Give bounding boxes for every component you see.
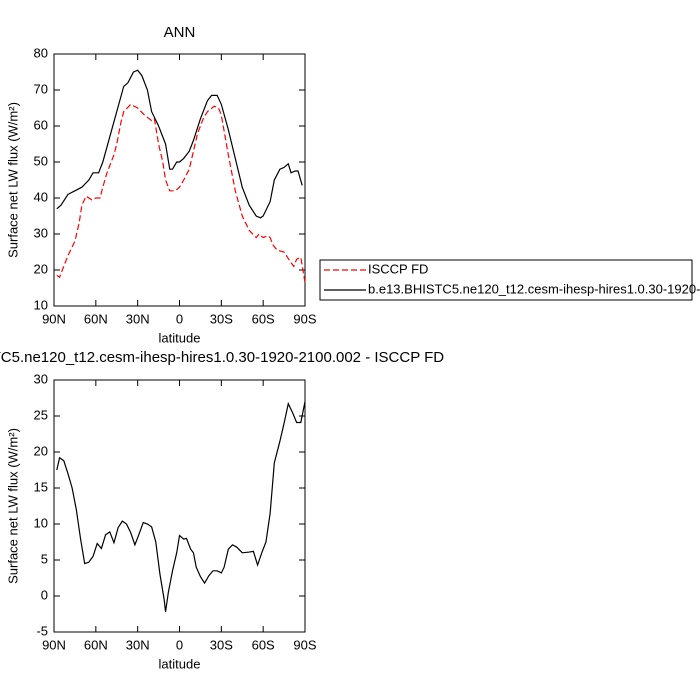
x-tick-label: 90N xyxy=(42,311,66,326)
y-tick-label: 40 xyxy=(34,189,48,204)
x-tick-label: 60N xyxy=(84,637,108,652)
chart-title: ANN xyxy=(164,24,196,41)
y-axis-label: Surface net LW flux (W/m²) xyxy=(5,102,20,258)
y-tick-label: 20 xyxy=(34,261,48,276)
chart-title: b.e13.BHISTC5.ne120_t12.cesm-ihesp-hires… xyxy=(0,349,444,366)
y-tick-label: 70 xyxy=(34,81,48,96)
legend-label: ISCCP FD xyxy=(368,261,428,276)
line xyxy=(56,103,306,283)
x-tick-label: 60N xyxy=(84,311,108,326)
y-tick-label: 30 xyxy=(34,225,48,240)
x-tick-label: 30S xyxy=(210,311,233,326)
y-tick-label: 50 xyxy=(34,153,48,168)
legend-box xyxy=(319,259,693,301)
y-tick-label: 20 xyxy=(34,443,48,458)
x-tick-label: 0 xyxy=(176,311,183,326)
x-tick-label: 0 xyxy=(176,637,183,652)
x-axis-label: latitude xyxy=(159,656,201,671)
y-tick-label: 60 xyxy=(34,117,48,132)
x-tick-label: 60S xyxy=(252,637,275,652)
y-tick-label: 15 xyxy=(34,479,48,494)
x-tick-label: 30N xyxy=(126,311,150,326)
plot-frame xyxy=(53,53,306,307)
y-axis-label: Surface net LW flux (W/m²) xyxy=(5,428,20,584)
x-tick-label: 30N xyxy=(126,637,150,652)
x-tick-label: 90S xyxy=(293,637,316,652)
x-tick-label: 90S xyxy=(293,311,316,326)
x-tick-label: 60S xyxy=(252,311,275,326)
x-axis-label: latitude xyxy=(159,330,201,345)
y-tick-label: 25 xyxy=(34,407,48,422)
y-tick-label: 0 xyxy=(41,587,48,602)
y-tick-label: 10 xyxy=(34,515,48,530)
legend-label: b.e13.BHISTC5.ne120_t12.cesm-ihesp-hires… xyxy=(368,281,700,296)
y-tick-label: 80 xyxy=(34,45,48,60)
y-tick-label: -5 xyxy=(36,623,48,638)
x-tick-label: 30S xyxy=(210,637,233,652)
line xyxy=(56,69,303,219)
y-tick-label: 10 xyxy=(34,297,48,312)
x-tick-label: 90N xyxy=(42,637,66,652)
y-tick-label: 5 xyxy=(41,551,48,566)
plot-frame xyxy=(53,379,306,633)
y-tick-label: 30 xyxy=(34,371,48,386)
line xyxy=(56,401,306,612)
